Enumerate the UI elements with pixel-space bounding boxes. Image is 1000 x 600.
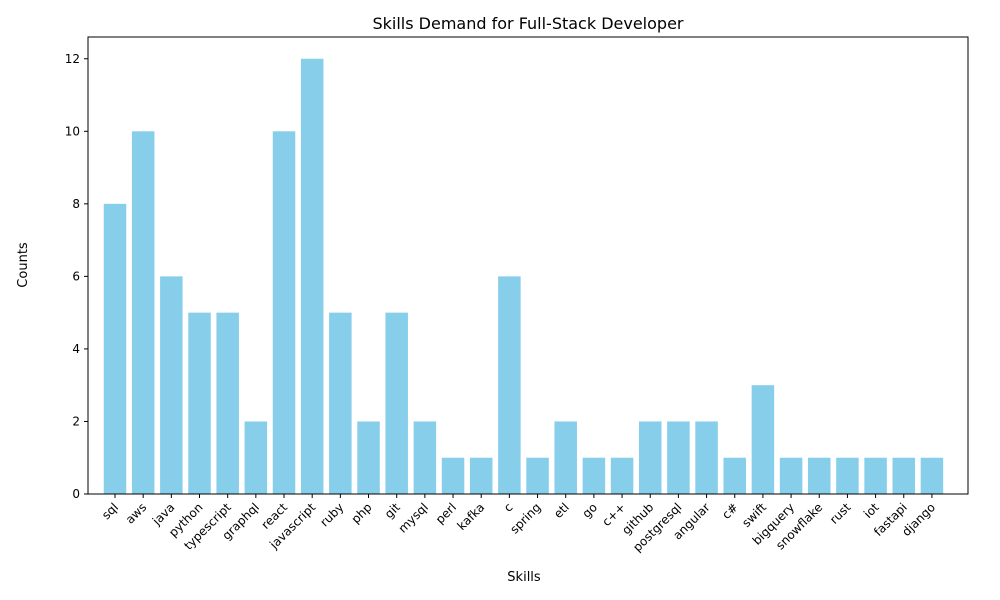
x-axis-label: Skills <box>507 570 541 585</box>
bar-javascript <box>300 58 324 494</box>
bar-rust <box>836 457 859 494</box>
y-axis-label: Counts <box>16 242 31 288</box>
bar-go <box>582 457 606 494</box>
y-tick-label: 4 <box>72 342 80 356</box>
y-tick-label: 12 <box>65 52 80 66</box>
x-tick-label: mysql <box>396 500 431 535</box>
bar-angular <box>695 421 718 494</box>
x-tick-label: rust <box>827 500 854 527</box>
y-tick-label: 6 <box>72 269 80 283</box>
bar-iot <box>864 457 887 494</box>
y-axis: 0 2 4 6 8 10 12 <box>65 52 88 501</box>
bar-swift <box>751 385 775 494</box>
bar-sql <box>103 203 127 494</box>
bars-group <box>103 58 944 495</box>
bar-django <box>920 457 944 494</box>
bar-ruby <box>329 312 352 494</box>
x-tick-label: aws <box>123 500 149 526</box>
chart-title: Skills Demand for Full-Stack Developer <box>372 14 683 33</box>
bar-git <box>385 312 408 494</box>
bar-etl <box>554 421 577 494</box>
x-tick-label: go <box>580 500 600 520</box>
x-tick-label: kafka <box>455 500 488 533</box>
x-tick-label: git <box>382 500 403 521</box>
bar-python <box>188 312 211 494</box>
x-tick-label: spring <box>507 500 543 536</box>
x-tick-label: php <box>349 500 375 526</box>
bar-mysql <box>413 421 437 494</box>
bar-react <box>272 131 296 495</box>
bar-c# <box>723 457 746 494</box>
bar-snowflake <box>808 457 831 494</box>
bar-c <box>498 276 521 494</box>
y-tick-label: 8 <box>72 197 80 211</box>
x-tick-label: c <box>501 500 516 515</box>
bar-typescript <box>216 312 239 494</box>
x-tick-label: sql <box>99 500 121 522</box>
y-tick-label: 0 <box>72 487 80 501</box>
bar-kafka <box>469 457 493 494</box>
x-tick-label: etl <box>551 500 572 521</box>
x-tick-label: ruby <box>317 500 346 529</box>
bar-postgresql <box>667 421 690 494</box>
bar-graphql <box>244 421 268 494</box>
bar-php <box>357 421 380 494</box>
bar-c++ <box>610 457 634 494</box>
bar-aws <box>131 131 155 495</box>
bar-java <box>160 276 183 494</box>
bar-fastapi <box>892 457 916 494</box>
x-tick-label: iot <box>861 500 882 521</box>
y-tick-label: 10 <box>65 124 80 138</box>
bar-github <box>638 421 662 494</box>
x-tick-label: c# <box>719 500 741 522</box>
x-axis: sql aws javapythontypescriptgraphqlreactja… <box>99 494 938 555</box>
bar-spring <box>526 457 549 494</box>
y-tick-label: 2 <box>72 414 80 428</box>
plot-frame <box>87 36 969 495</box>
bar-perl <box>441 457 465 494</box>
bar-bigquery <box>779 457 803 494</box>
